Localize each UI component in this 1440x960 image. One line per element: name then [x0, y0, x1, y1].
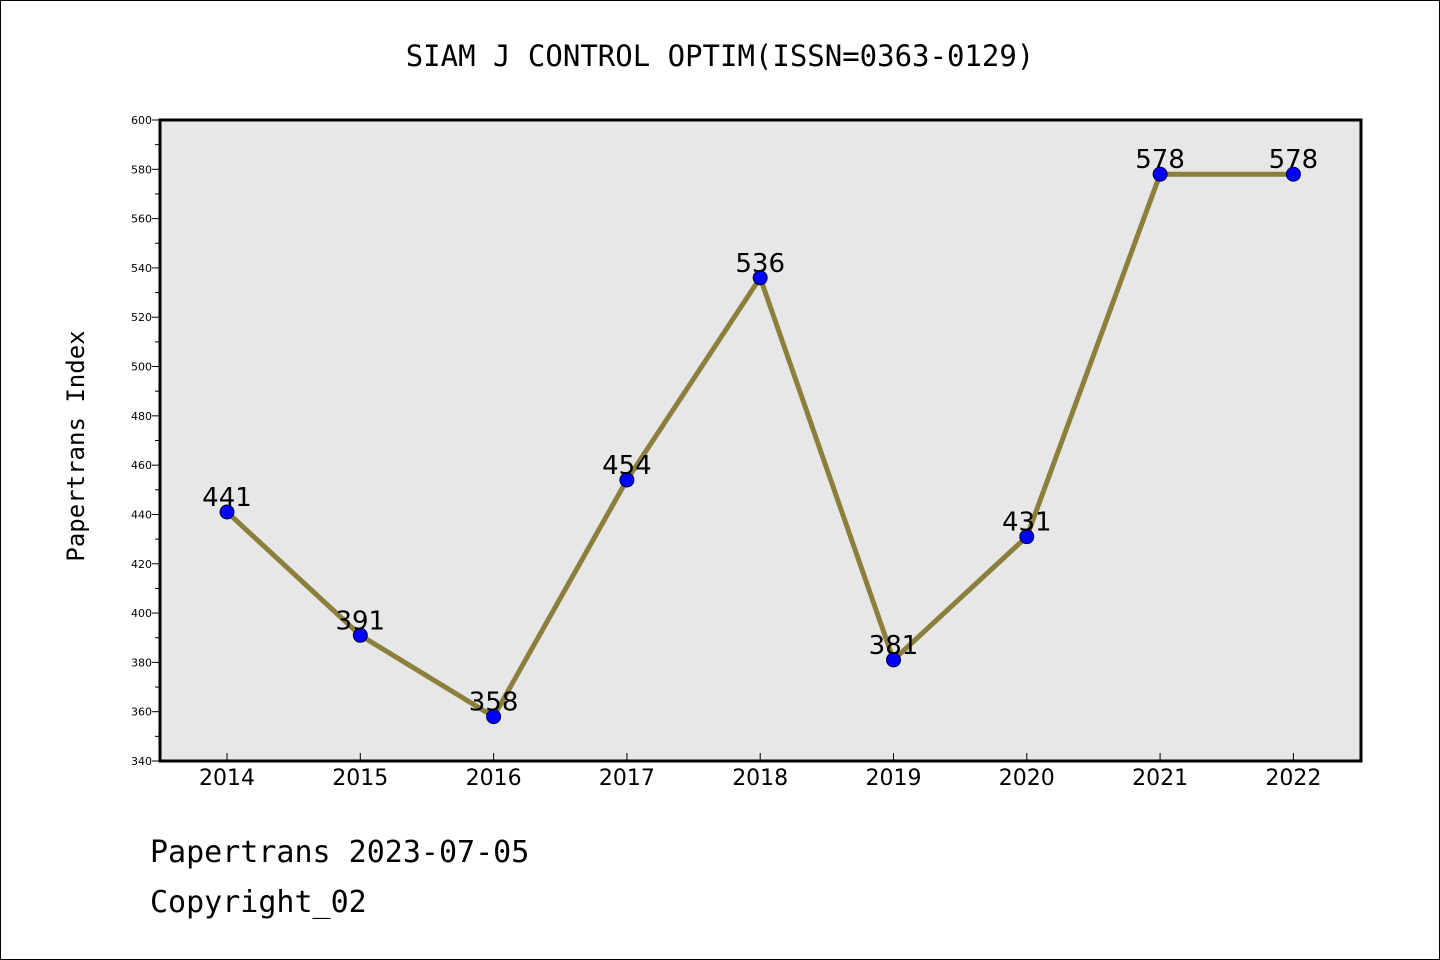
- x-tick-label: 2017: [599, 766, 655, 791]
- data-label: 578: [1269, 145, 1319, 175]
- y-tick-label: 520: [131, 311, 152, 324]
- data-label: 381: [869, 631, 919, 661]
- x-tick-label: 2014: [199, 766, 255, 791]
- y-tick-label: 340: [131, 755, 152, 768]
- y-tick-label: 380: [131, 656, 152, 669]
- data-point: [486, 709, 502, 725]
- y-tick-label: 420: [131, 558, 152, 571]
- data-markers: [219, 166, 1301, 725]
- data-label: 578: [1135, 145, 1185, 175]
- x-tick-label: 2018: [732, 766, 788, 791]
- y-tick-label: 600: [131, 114, 152, 127]
- footer-date: Papertrans 2023-07-05: [150, 835, 530, 870]
- x-tick-label: 2015: [332, 766, 388, 791]
- footer-copyright: Copyright_02: [150, 885, 367, 920]
- data-point: [1152, 166, 1168, 182]
- data-point: [886, 652, 901, 668]
- x-tick-label: 2019: [866, 766, 922, 791]
- x-tick-label: 2020: [999, 766, 1055, 791]
- data-labels: 441 391 358 454 536 381 431 578 578: [202, 145, 1318, 717]
- y-tick-label: 500: [131, 361, 152, 374]
- x-axis-ticks: 2014 2015 2016 2017 2018 2019 2020 2021 2022: [199, 753, 1321, 791]
- x-tick-label: 2022: [1265, 766, 1321, 791]
- data-point: [1285, 166, 1301, 182]
- y-tick-label: 400: [131, 607, 152, 620]
- data-label: 536: [735, 249, 785, 279]
- data-point: [352, 627, 368, 643]
- data-point: [1019, 529, 1035, 545]
- y-tick-label: 440: [131, 508, 152, 521]
- y-tick-label: 460: [131, 459, 152, 472]
- plot-area: [158, 118, 1363, 763]
- y-tick-label: 580: [131, 163, 152, 176]
- data-label: 431: [1002, 508, 1052, 538]
- x-tick-label: 2016: [466, 766, 522, 791]
- data-label: 391: [335, 606, 385, 636]
- y-axis-label: Papertrans Index: [62, 330, 90, 561]
- data-label: 454: [602, 451, 652, 481]
- y-axis-ticks: 340 360 380 400 420 440 460 480 500 520 540 560 580 6…: [131, 114, 160, 768]
- x-tick-label: 2021: [1132, 766, 1188, 791]
- data-point: [752, 270, 768, 286]
- data-label: 441: [202, 483, 252, 513]
- data-point: [219, 504, 235, 520]
- y-tick-label: 540: [131, 262, 152, 275]
- y-tick-label: 480: [131, 410, 152, 423]
- y-tick-label: 560: [131, 213, 152, 226]
- y-tick-label: 360: [131, 706, 152, 719]
- chart-title: SIAM J CONTROL OPTIM(ISSN=0363-0129): [406, 39, 1035, 73]
- data-label: 358: [469, 688, 519, 718]
- data-point: [619, 472, 635, 488]
